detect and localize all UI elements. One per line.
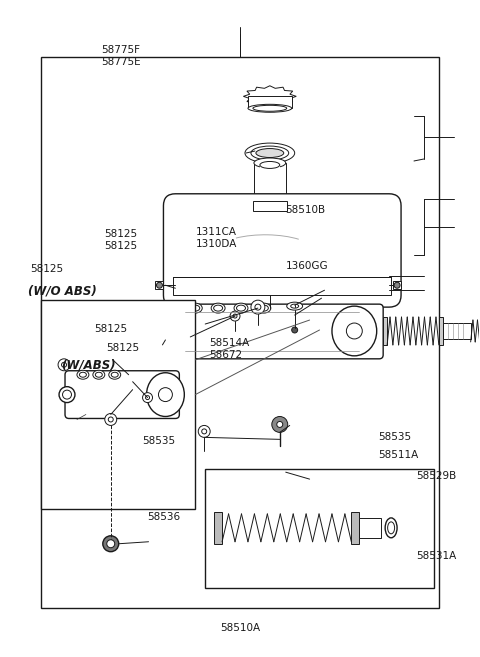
Ellipse shape (248, 104, 292, 112)
Ellipse shape (234, 303, 248, 313)
Circle shape (107, 540, 115, 548)
Text: 1311CA: 1311CA (196, 227, 237, 237)
Bar (360, 518, 381, 538)
Text: (W/O ABS): (W/O ABS) (28, 284, 96, 297)
Bar (205, 469, 434, 589)
Polygon shape (243, 86, 296, 107)
Circle shape (143, 393, 153, 403)
Circle shape (272, 417, 288, 432)
Text: 58536: 58536 (147, 512, 180, 522)
Bar (41, 300, 195, 509)
Text: 58125: 58125 (95, 324, 128, 334)
Text: 58672: 58672 (209, 350, 242, 359)
Ellipse shape (385, 518, 397, 538)
Ellipse shape (146, 373, 184, 417)
Text: 58125: 58125 (104, 229, 137, 238)
Circle shape (108, 417, 113, 422)
Ellipse shape (259, 305, 268, 311)
Ellipse shape (251, 146, 288, 160)
Ellipse shape (93, 371, 105, 379)
Ellipse shape (79, 373, 86, 377)
Circle shape (58, 359, 70, 371)
Text: 58535: 58535 (378, 432, 411, 442)
Ellipse shape (158, 326, 168, 336)
Ellipse shape (188, 303, 202, 313)
Ellipse shape (254, 158, 286, 168)
Text: 58125: 58125 (107, 343, 140, 353)
Text: 58125: 58125 (30, 264, 63, 274)
Text: 58125: 58125 (104, 241, 137, 251)
Circle shape (156, 283, 162, 288)
Text: 58514A: 58514A (209, 338, 249, 348)
Text: 1310DA: 1310DA (196, 238, 238, 248)
Text: 58510B: 58510B (285, 204, 325, 215)
Bar (248, 97, 292, 108)
Bar (393, 281, 401, 289)
Circle shape (347, 323, 362, 339)
Circle shape (292, 327, 298, 333)
Circle shape (103, 536, 119, 552)
Ellipse shape (332, 306, 377, 356)
Circle shape (198, 426, 210, 438)
Bar (254, 163, 286, 201)
Ellipse shape (111, 373, 118, 377)
Ellipse shape (214, 305, 223, 311)
Ellipse shape (291, 304, 299, 308)
Text: 58529B: 58529B (417, 471, 457, 481)
Ellipse shape (257, 303, 271, 313)
Text: 58511A: 58511A (378, 449, 419, 459)
Circle shape (145, 396, 150, 399)
Circle shape (61, 362, 67, 367)
Text: 58510A: 58510A (220, 623, 260, 633)
Ellipse shape (211, 303, 225, 313)
Text: (W/ABS): (W/ABS) (61, 359, 116, 372)
Circle shape (277, 421, 283, 428)
Circle shape (202, 429, 207, 434)
Ellipse shape (254, 196, 286, 206)
Bar (443, 323, 471, 339)
Bar (214, 512, 222, 544)
Ellipse shape (388, 522, 395, 533)
Bar (156, 281, 164, 289)
Text: 58531A: 58531A (417, 551, 457, 561)
Ellipse shape (109, 371, 120, 379)
Ellipse shape (260, 162, 280, 168)
FancyBboxPatch shape (65, 371, 180, 419)
Ellipse shape (256, 148, 284, 158)
FancyBboxPatch shape (164, 194, 401, 307)
Ellipse shape (287, 302, 302, 310)
Bar (439, 317, 443, 345)
Ellipse shape (155, 322, 172, 340)
FancyBboxPatch shape (161, 304, 383, 359)
Ellipse shape (253, 105, 287, 111)
Text: 1360GG: 1360GG (285, 261, 328, 271)
Bar (260, 163, 280, 201)
Ellipse shape (59, 387, 75, 403)
Text: 58535: 58535 (142, 436, 175, 446)
Bar (383, 317, 387, 345)
Circle shape (233, 314, 237, 318)
Circle shape (255, 304, 261, 310)
Ellipse shape (77, 371, 89, 379)
Ellipse shape (237, 305, 245, 311)
Circle shape (158, 388, 172, 401)
Text: 58775E: 58775E (102, 57, 141, 67)
Ellipse shape (191, 305, 200, 311)
Bar (41, 57, 439, 608)
Circle shape (230, 311, 240, 321)
Bar (253, 201, 287, 211)
Bar (173, 277, 391, 295)
Ellipse shape (245, 143, 295, 163)
Ellipse shape (62, 390, 72, 399)
Ellipse shape (96, 373, 102, 377)
Circle shape (105, 413, 117, 426)
Circle shape (394, 283, 400, 288)
Text: 58775F: 58775F (102, 45, 141, 55)
Bar (351, 512, 360, 544)
Circle shape (251, 300, 265, 314)
